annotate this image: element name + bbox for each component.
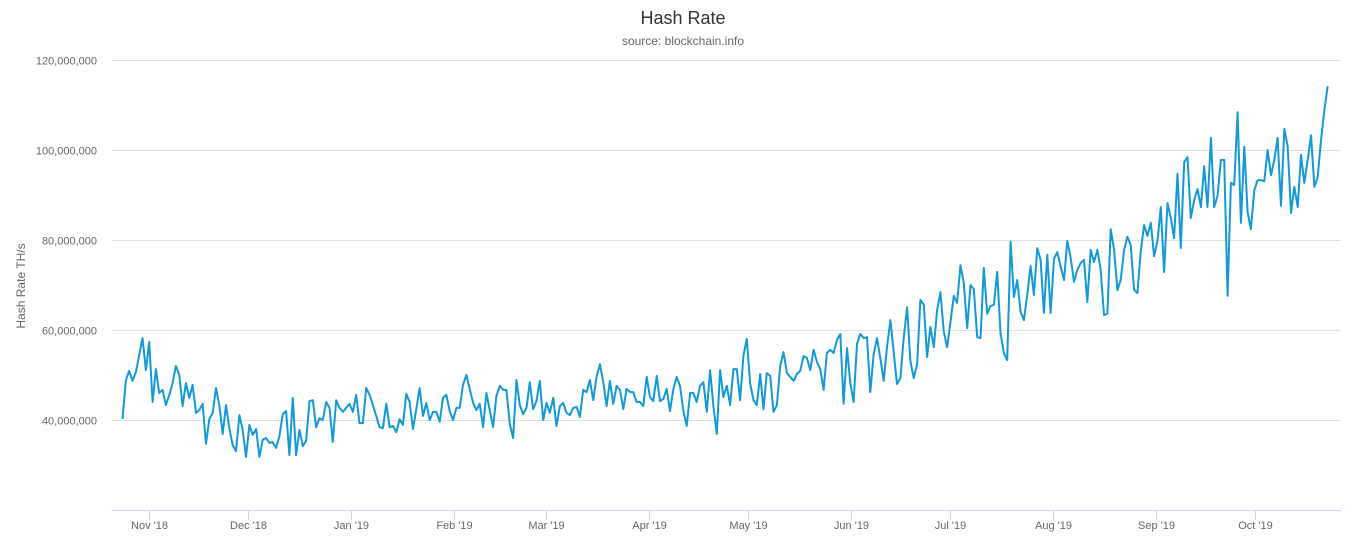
x-tick-label: Dec '18 xyxy=(230,520,267,532)
y-tick-label: 100,000,000 xyxy=(36,146,97,158)
x-tick-label: Apr '19 xyxy=(632,520,667,532)
x-tick-label: Jun '19 xyxy=(834,520,869,532)
grid-lines xyxy=(112,60,1341,421)
chart-subtitle: source: blockchain.info xyxy=(622,34,744,48)
y-tick-label: 80,000,000 xyxy=(42,236,97,248)
x-tick-label: Nov '18 xyxy=(131,520,168,532)
x-tick-label: Mar '19 xyxy=(528,520,564,532)
chart-title: Hash Rate xyxy=(640,8,725,28)
x-tick-label: Feb '19 xyxy=(436,520,472,532)
x-tick-label: Jul '19 xyxy=(935,520,966,532)
x-tick-label: Jan '19 xyxy=(334,520,369,532)
series-group xyxy=(121,85,1329,458)
y-axis-ticks: 40,000,000 60,000,000 80,000,000 100,000,00… xyxy=(36,56,97,428)
x-tick-label: Sep '19 xyxy=(1138,520,1175,532)
y-tick-label: 60,000,000 xyxy=(42,326,97,338)
y-axis-label: Hash Rate TH/s xyxy=(14,243,28,328)
x-axis-ticks: Nov '18 Dec '18 Jan '19 Feb '19 Mar '19 Apr '… xyxy=(131,510,1273,532)
x-tick-label: May '19 xyxy=(729,520,767,532)
x-tick-label: Aug '19 xyxy=(1035,520,1072,532)
y-tick-label: 120,000,000 xyxy=(36,56,97,68)
y-tick-label: 40,000,000 xyxy=(42,416,97,428)
hash-rate-line xyxy=(121,85,1329,458)
x-tick-label: Oct '19 xyxy=(1238,520,1273,532)
